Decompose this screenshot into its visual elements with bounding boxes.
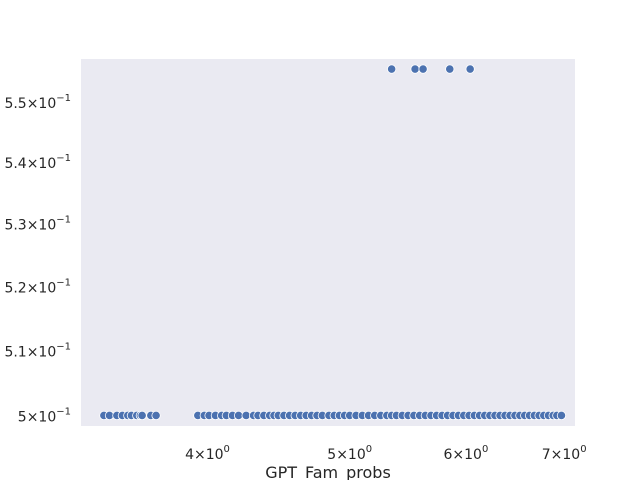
y-tick-label: 5.5×10−1 bbox=[4, 93, 71, 112]
data-point bbox=[233, 410, 244, 421]
plot-area bbox=[81, 59, 575, 426]
x-tick-label: 6×100 bbox=[444, 444, 489, 463]
x-tick-label: 4×100 bbox=[185, 444, 230, 463]
y-tick-label: 5×10−1 bbox=[18, 406, 71, 425]
data-point bbox=[410, 64, 420, 74]
y-tick-label: 5.1×10−1 bbox=[4, 341, 71, 360]
y-tick-label: 5.2×10−1 bbox=[4, 277, 71, 296]
data-point bbox=[445, 64, 455, 74]
data-points bbox=[99, 64, 567, 421]
data-point bbox=[137, 410, 147, 421]
x-tick-label: 5×100 bbox=[327, 444, 372, 463]
data-point bbox=[387, 64, 397, 74]
x-axis-label: GPT_Fam_probs bbox=[265, 463, 391, 480]
y-tick-labels: 5×10−1 5.1×10−1 5.2×10−1 5.3×10−1 5.4×10−1 5.… bbox=[4, 93, 71, 426]
data-point bbox=[465, 64, 475, 74]
x-tick-labels: 4×100 5×100 6×100 7×100 bbox=[185, 444, 587, 463]
data-point bbox=[418, 64, 428, 74]
y-tick-label: 5.3×10−1 bbox=[4, 215, 71, 234]
data-point bbox=[151, 410, 161, 421]
x-tick-label: 7×100 bbox=[542, 444, 587, 463]
y-tick-label: 5.4×10−1 bbox=[4, 153, 71, 172]
data-point bbox=[556, 410, 567, 421]
